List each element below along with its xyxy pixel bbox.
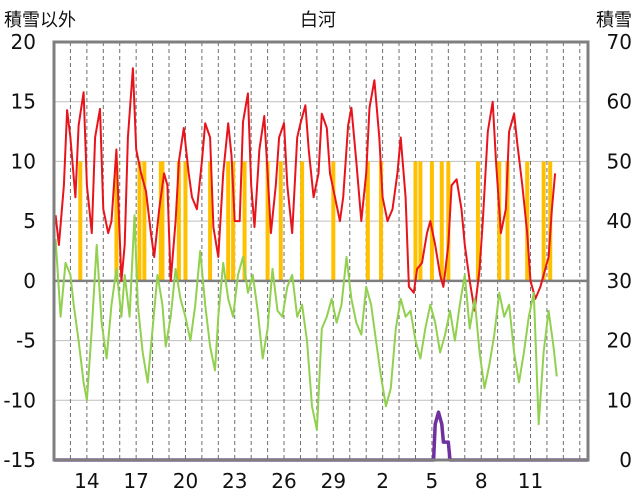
snowfall-bar — [176, 161, 181, 281]
snowfall-bar — [226, 161, 231, 281]
y-right-tick-label: 20 — [607, 329, 632, 353]
series-line-3 — [54, 410, 588, 462]
snowfall-bar — [475, 161, 480, 281]
series-line-2 — [54, 214, 558, 432]
snowfall-bar — [418, 161, 423, 281]
x-tick-label: 26 — [271, 469, 296, 493]
snowfall-bar — [208, 161, 213, 281]
snowfall-bar — [413, 161, 418, 281]
x-tick-label: 23 — [222, 469, 247, 493]
snowfall-bar — [160, 161, 165, 281]
x-tick-label: 2 — [376, 469, 389, 493]
plot-frame — [52, 40, 590, 462]
y-right-tick-label: 10 — [607, 388, 632, 412]
y-axis-left-label: 積雪以外 — [4, 10, 76, 31]
x-tick-label: 29 — [321, 469, 346, 493]
y-axis-right-label: 積雪 — [596, 10, 632, 31]
y-left-tick-label: 20 — [11, 30, 36, 54]
snowfall-bar — [231, 161, 236, 281]
snowfall-bar — [114, 161, 119, 281]
snowfall-bar — [525, 161, 530, 281]
x-tick-label: 8 — [475, 469, 488, 493]
snowfall-bar — [78, 161, 83, 281]
y-right-tick-label: 0 — [619, 448, 632, 472]
y-right-tick-label: 60 — [607, 90, 632, 114]
snowfall-bar — [505, 161, 510, 281]
snowfall-bar — [142, 161, 147, 281]
chart-title: 白河 — [300, 10, 336, 31]
snowfall-bar — [265, 161, 270, 281]
y-right-tick-label: 30 — [607, 269, 632, 293]
x-tick-labels: 14 17 20 23 26 29 2 5 8 11 — [74, 469, 543, 493]
snowfall-bar — [446, 161, 451, 281]
snowfall-bar — [278, 161, 283, 281]
snowfall-bar — [137, 161, 142, 281]
y-left-tick-label: 5 — [23, 209, 36, 233]
y-right-tick-label: 70 — [607, 30, 632, 54]
y-left-tick-label: -10 — [3, 388, 36, 412]
snowfall-bar — [183, 161, 188, 281]
snowfall-bar — [300, 161, 305, 281]
snowfall-bar — [365, 161, 370, 281]
x-tick-label: 20 — [173, 469, 198, 493]
y-left-tick-label: 15 — [11, 90, 36, 114]
y-left-tick-label: -15 — [3, 448, 36, 472]
y-left-tick-label: -5 — [16, 329, 36, 353]
snowfall-bar — [541, 161, 546, 281]
x-tick-label: 5 — [426, 469, 439, 493]
y-right-tick-label: 50 — [607, 149, 632, 173]
x-tick-label: 17 — [123, 469, 148, 493]
snowfall-bar — [242, 161, 247, 281]
snowfall-bar — [439, 161, 444, 281]
x-tick-label: 11 — [518, 469, 543, 493]
y-left-tick-labels: 20 15 10 5 0 -5 -10 -15 — [3, 30, 36, 472]
snowfall-bar — [378, 161, 383, 281]
snowfall-bar — [331, 161, 336, 281]
snowfall-bar — [429, 161, 434, 281]
series-line-1 — [54, 67, 557, 312]
y-left-tick-label: 10 — [11, 149, 36, 173]
y-left-tick-label: 0 — [23, 269, 36, 293]
y-right-tick-labels: 70 60 50 40 30 20 10 0 — [607, 30, 632, 472]
x-tick-label: 14 — [74, 469, 99, 493]
y-right-tick-label: 40 — [607, 209, 632, 233]
